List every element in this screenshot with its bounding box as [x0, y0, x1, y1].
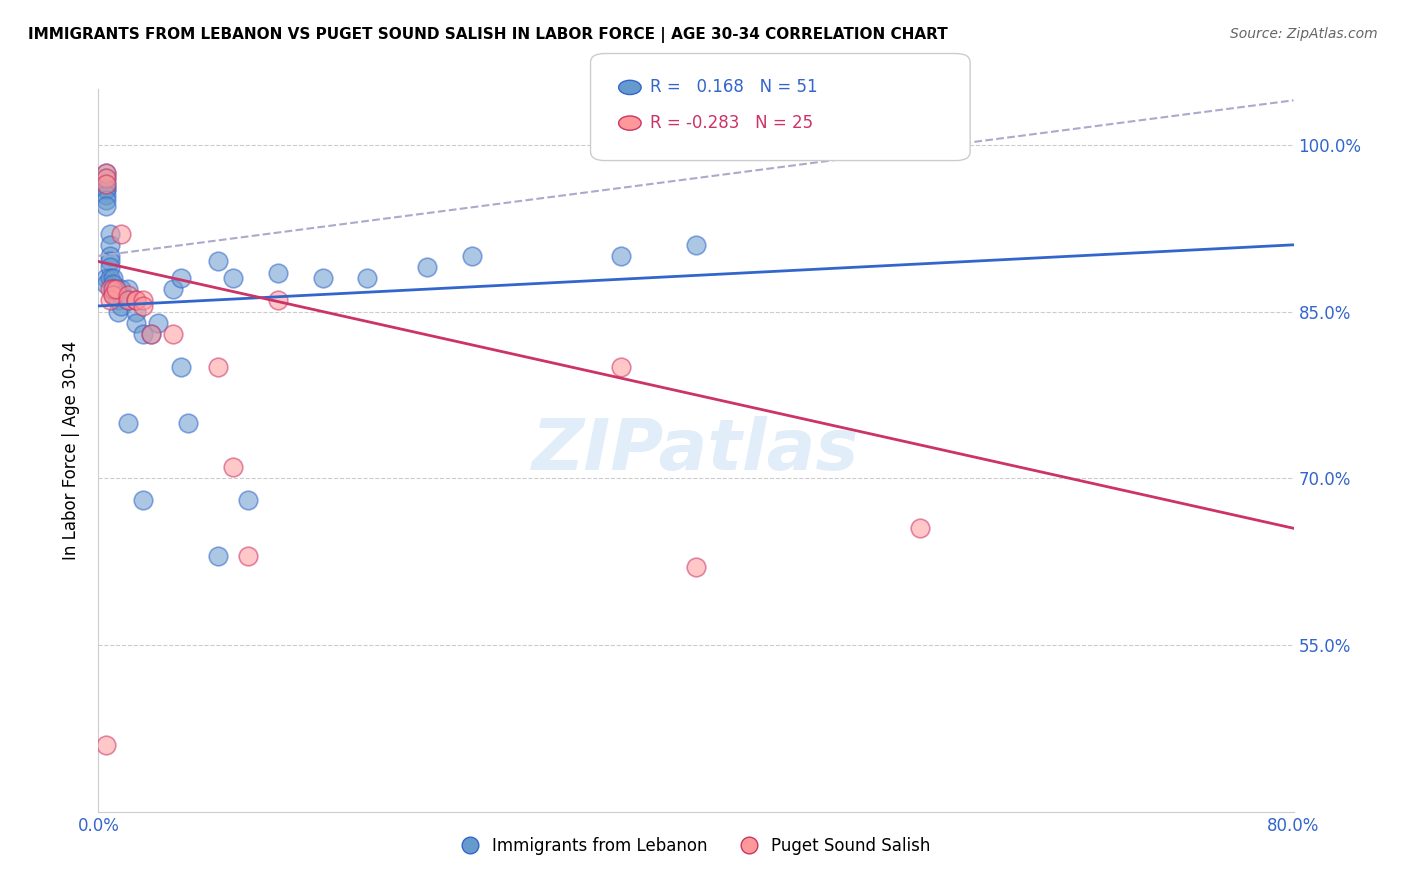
Point: [132, 293, 155, 308]
Point: [110, 299, 132, 313]
Point: [98, 254, 122, 268]
Point: [98, 249, 122, 263]
Point: [222, 460, 245, 475]
Point: [132, 326, 155, 341]
Point: [103, 277, 125, 291]
Point: [207, 254, 229, 268]
Point: [132, 299, 155, 313]
Point: [98, 282, 122, 296]
Point: [117, 293, 139, 308]
Point: [139, 326, 162, 341]
Point: [94, 194, 117, 208]
Y-axis label: In Labor Force | Age 30-34: In Labor Force | Age 30-34: [62, 341, 80, 560]
Point: [125, 293, 148, 308]
Point: [169, 360, 191, 375]
Point: [98, 260, 122, 274]
Point: [105, 288, 128, 302]
Point: [117, 288, 139, 302]
Text: ZIPatlas: ZIPatlas: [533, 416, 859, 485]
Point: [125, 304, 148, 318]
Point: [94, 199, 117, 213]
Point: [169, 271, 191, 285]
Point: [94, 177, 117, 191]
Point: [110, 288, 132, 302]
Point: [94, 182, 117, 196]
Point: [132, 493, 155, 508]
Point: [98, 237, 122, 252]
Point: [685, 237, 707, 252]
Point: [207, 360, 229, 375]
Point: [117, 416, 139, 430]
Point: [610, 360, 633, 375]
Point: [685, 560, 707, 574]
Point: [222, 271, 245, 285]
Point: [105, 282, 128, 296]
Point: [105, 282, 128, 296]
Point: [125, 293, 148, 308]
Point: [98, 293, 122, 308]
Point: [94, 187, 117, 202]
Point: [94, 165, 117, 179]
Point: [94, 171, 117, 186]
Point: [94, 177, 117, 191]
Point: [94, 277, 117, 291]
Point: [94, 182, 117, 196]
Text: Source: ZipAtlas.com: Source: ZipAtlas.com: [1230, 27, 1378, 41]
Text: R =   0.168   N = 51: R = 0.168 N = 51: [650, 78, 817, 96]
Point: [177, 416, 200, 430]
Point: [94, 271, 117, 285]
Point: [98, 227, 122, 241]
Point: [110, 282, 132, 296]
Point: [103, 288, 125, 302]
Point: [416, 260, 439, 274]
Point: [267, 293, 290, 308]
Point: [103, 288, 125, 302]
Legend: Immigrants from Lebanon, Puget Sound Salish: Immigrants from Lebanon, Puget Sound Sal…: [456, 830, 936, 861]
Point: [125, 316, 148, 330]
Point: [117, 282, 139, 296]
Text: R = -0.283   N = 25: R = -0.283 N = 25: [650, 114, 813, 132]
Point: [98, 271, 122, 285]
Point: [117, 293, 139, 308]
Point: [110, 227, 132, 241]
Point: [461, 249, 484, 263]
Point: [267, 266, 290, 280]
Point: [236, 493, 259, 508]
Point: [103, 282, 125, 296]
Point: [107, 304, 129, 318]
Point: [207, 549, 229, 563]
Point: [107, 293, 129, 308]
Point: [356, 271, 378, 285]
Text: IMMIGRANTS FROM LEBANON VS PUGET SOUND SALISH IN LABOR FORCE | AGE 30-34 CORRELA: IMMIGRANTS FROM LEBANON VS PUGET SOUND S…: [28, 27, 948, 43]
Point: [94, 171, 117, 186]
Point: [908, 521, 931, 535]
Point: [162, 326, 184, 341]
Point: [162, 282, 184, 296]
Point: [236, 549, 259, 563]
Point: [94, 738, 117, 752]
Point: [94, 165, 117, 179]
Point: [148, 316, 170, 330]
Point: [610, 249, 633, 263]
Point: [103, 282, 125, 296]
Point: [311, 271, 333, 285]
Point: [103, 271, 125, 285]
Point: [139, 326, 162, 341]
